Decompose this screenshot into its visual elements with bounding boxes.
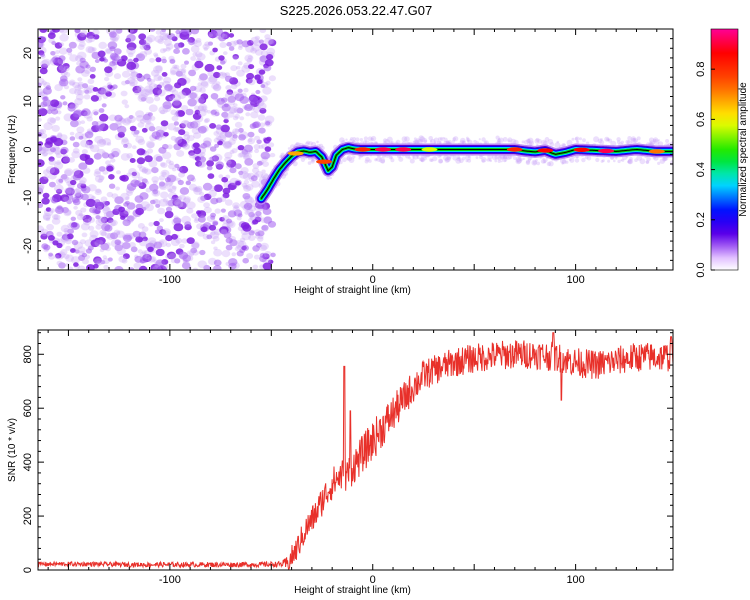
figure-title: S225.2026.053.22.47.G07	[280, 3, 433, 18]
ridge-hotspot	[648, 149, 665, 154]
colorbar-gradient	[710, 28, 739, 271]
snr-xtick-label: 100	[566, 574, 584, 586]
spectrogram-frame	[37, 28, 674, 271]
snr-xtick-label: -100	[159, 574, 181, 586]
colorbar-label: Normalized spectral amplitude	[738, 82, 749, 217]
spectrogram-ytick-label: 0	[22, 146, 34, 152]
snr-series-line	[38, 332, 673, 570]
spectrogram-ytick-label: 20	[22, 47, 34, 59]
ridge-hotspot	[537, 148, 554, 153]
ridge-hotspot	[287, 151, 304, 156]
spectrogram-noise-scatter	[38, 29, 277, 270]
spectrogram-xtick-label: -100	[159, 274, 181, 286]
ridge-hotspot	[316, 159, 333, 164]
snr-panel: -100 0 100 0 200 400 600 800 Height of straight …	[7, 329, 674, 596]
spectrogram-ytick-label: 10	[22, 95, 34, 107]
colorbar-tick-label: 0.8	[695, 62, 707, 77]
snr-ytick-label: 200	[22, 507, 34, 525]
snr-ytick-label: 400	[22, 453, 34, 471]
snr-xlabel: Height of straight line (km)	[294, 585, 411, 596]
spectrogram-ytick-label: -10	[22, 190, 34, 206]
colorbar-tick-label: 0.6	[695, 112, 707, 127]
snr-xtick-label: 0	[370, 574, 376, 586]
colorbar: 0.0 0.2 0.4 0.6 0.8 Normalized spectral ampli…	[695, 28, 749, 278]
ridge-hotspot	[395, 147, 412, 152]
ridge-hotspot	[506, 147, 523, 152]
snr-ytick-label: 600	[22, 399, 34, 417]
ridge-hotspot	[354, 147, 371, 152]
colorbar-tick-label: 0.4	[695, 162, 707, 177]
ridge-hotspot	[573, 147, 590, 152]
ridge-hotspot	[598, 148, 615, 154]
ridge-hotspot	[421, 147, 438, 152]
snr-ytick-label: 0	[22, 567, 34, 573]
snr-ticks	[38, 330, 673, 571]
spectrogram-xtick-label: 100	[566, 274, 584, 286]
snr-frame	[37, 329, 674, 571]
spectrogram-xlabel: Height of straight line (km)	[294, 285, 411, 296]
snr-ylabel: SNR (10 * v/v)	[7, 418, 18, 482]
spectrogram-ylabel: Frequency (Hz)	[7, 115, 18, 184]
snr-ytick-label: 800	[22, 345, 34, 363]
colorbar-tick-label: 0.2	[695, 212, 707, 227]
spectrogram-ticks	[38, 28, 673, 271]
colorbar-tick-label: 0.0	[695, 262, 707, 277]
ridge-hotspot	[374, 147, 391, 152]
spectrogram-xtick-label: 0	[370, 274, 376, 286]
spectrogram-ytick-label: -20	[22, 238, 34, 254]
spectrogram-ridge	[255, 135, 673, 205]
